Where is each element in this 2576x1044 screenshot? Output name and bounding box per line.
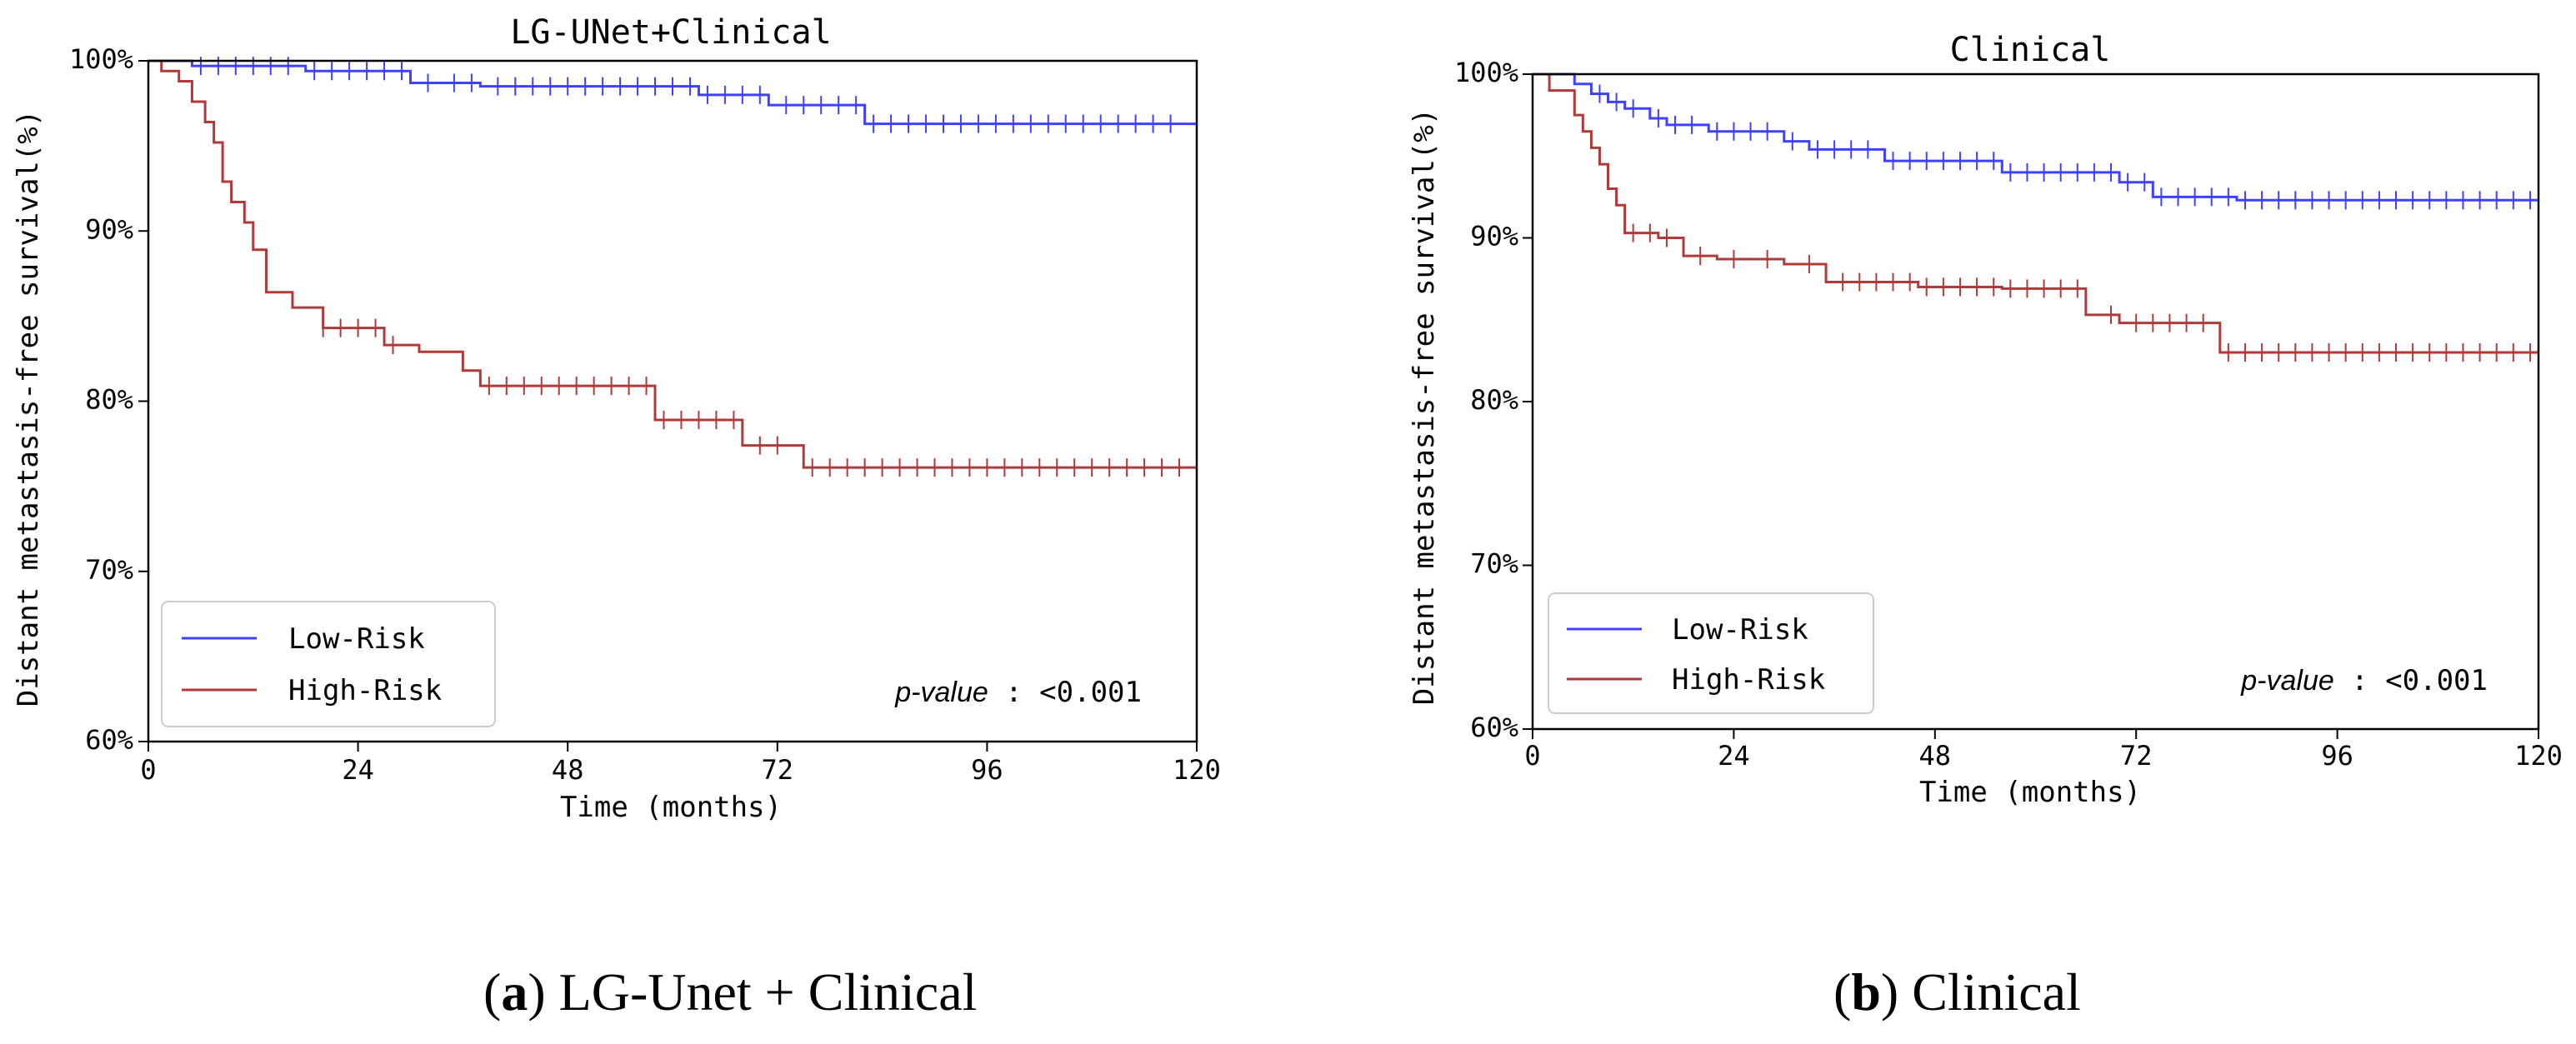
y-ticks: 60% 70% 80% 90% 100% (1454, 57, 1533, 743)
low-risk-curve (148, 59, 1197, 126)
legend: Low-Risk High-Risk (1548, 592, 1874, 714)
x-ticks: 0 24 48 72 96 120 (140, 742, 1221, 786)
x-tick-label: 72 (762, 754, 794, 786)
plot-frame (1531, 72, 2540, 731)
legend-label-high-risk: High-Risk (1672, 663, 1825, 697)
x-tick-label: 24 (342, 754, 374, 786)
p-value-text: : <0.001 (988, 676, 1142, 709)
x-tick-label: 120 (1173, 754, 1221, 786)
x-axis-label: Time (months) (1919, 776, 2141, 809)
x-tick-label: 0 (140, 754, 156, 786)
x-tick-label: 96 (971, 754, 1003, 786)
p-value-annotation: p-value : <0.001 (894, 676, 1142, 709)
y-tick-label: 70% (1470, 548, 1518, 580)
p-value-label: p-value (894, 677, 988, 708)
p-value-label: p-value (2240, 665, 2334, 697)
panel-caption-text: LG-Unet + Clinical (546, 962, 978, 1022)
x-tick-label: 72 (2120, 740, 2153, 772)
x-tick-label: 24 (1718, 740, 1750, 772)
x-tick-label: 120 (2514, 740, 2563, 772)
legend: Low-Risk High-Risk (161, 601, 496, 727)
y-tick-label: 100% (1454, 57, 1518, 88)
legend-box (161, 601, 496, 727)
low-risk-censor-marks (1598, 84, 2531, 210)
x-axis-label: Time (months) (560, 791, 782, 824)
x-tick-label: 0 (1524, 740, 1540, 772)
y-tick-label: 80% (85, 384, 133, 416)
high-risk-curve (148, 59, 1197, 469)
x-ticks: 0 24 48 72 96 120 (1524, 729, 2563, 772)
legend-label-low-risk: Low-Risk (288, 622, 425, 656)
y-axis-label: Distant metastasis-free survival(%) (1408, 108, 1441, 705)
y-tick-label: 90% (85, 213, 133, 245)
p-value-annotation: p-value : <0.001 (2240, 664, 2488, 697)
x-tick-label: 96 (2321, 740, 2353, 772)
p-value-text: : <0.001 (2334, 664, 2488, 697)
legend-label-low-risk: Low-Risk (1672, 613, 1808, 647)
panel-caption: (b) Clinical (1833, 962, 2081, 1022)
y-tick-label: 60% (85, 724, 133, 756)
chart-title: Clinical (1950, 31, 2111, 69)
panel-label: b (1851, 962, 1881, 1022)
x-tick-label: 48 (1919, 740, 1952, 772)
y-tick-label: 100% (69, 43, 133, 75)
legend-box (1548, 592, 1874, 714)
panel-caption-text: Clinical (1898, 962, 2081, 1022)
panel-caption: (a) LG-Unet + Clinical (483, 962, 977, 1022)
legend-label-high-risk: High-Risk (288, 674, 442, 707)
chart-title: LG-UNet+Clinical (510, 13, 831, 52)
low-risk-censor-marks (199, 57, 1172, 133)
y-tick-label: 80% (1470, 384, 1518, 416)
high-risk-curve (1533, 72, 2538, 354)
high-risk-censor-marks (322, 318, 1181, 477)
panel-label: a (501, 962, 528, 1022)
y-axis-label: Distant metastasis-free survival(%) (12, 110, 45, 707)
high-risk-censor-marks (1632, 223, 2531, 362)
y-ticks: 60% 70% 80% 90% 100% (69, 43, 148, 756)
low-risk-curve (1533, 72, 2538, 202)
y-tick-label: 70% (85, 554, 133, 586)
panel-a: LG-UNet+Clinical Distant metastasis-free… (12, 13, 1221, 1022)
plot-frame (147, 59, 1198, 743)
y-tick-label: 60% (1470, 712, 1518, 743)
x-tick-label: 48 (552, 754, 584, 786)
panel-b: Clinical Distant metastasis-free surviva… (1408, 31, 2563, 1022)
y-tick-label: 90% (1470, 221, 1518, 252)
